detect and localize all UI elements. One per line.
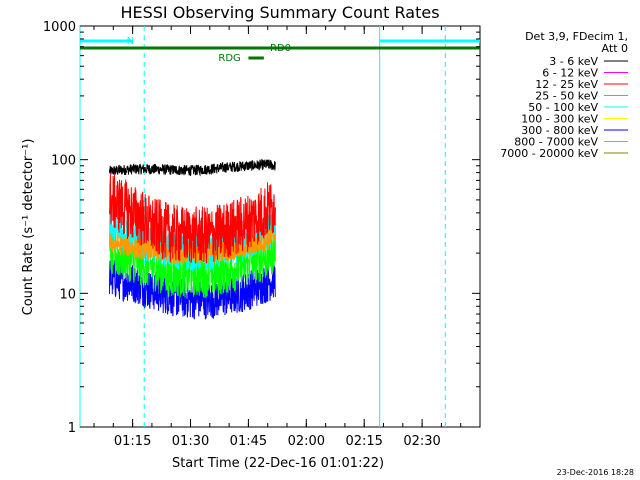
legend-label: 12 - 25 keV [535,78,598,91]
flag-label-N: N [127,36,134,47]
vertical-lines [79,26,446,427]
legend-label: 6 - 12 keV [542,67,598,80]
legend-label: 7000 - 20000 keV [500,147,598,160]
y-tick-label: 100 [51,154,76,169]
series-line-3-6-keV [109,158,276,177]
series-line-12-25-keV [109,173,276,264]
legend-label: 300 - 800 keV [521,124,598,137]
x-tick-label: 02:30 [403,434,440,449]
flag-label-RDG: RDG [218,53,240,64]
segments-group: N RD0 RDG [80,36,480,64]
legend-label: 50 - 100 keV [528,101,598,114]
y-tick-label: 10 [59,287,76,302]
x-tick-label: 01:30 [172,434,209,449]
x-tick-label: 01:15 [114,434,151,449]
x-tick-label: 02:15 [345,434,382,449]
x-tick-label: 01:45 [230,434,267,449]
flag-label-RD0: RD0 [270,43,291,54]
ticks-group: 01:15 01:30 01:45 02:00 02:15 02:30 1 10 100 1000 [43,20,481,449]
legend-header-line-2: Att 0 [602,42,628,55]
x-tick-label: 02:00 [288,434,325,449]
series-group [109,158,276,320]
legend-label: 800 - 7000 keV [514,136,598,149]
chart-title: HESSI Observing Summary Count Rates [120,3,439,22]
legend-header-line-1: Det 3,9, FDecim 1, [525,30,628,43]
series-line-300-800-keV [109,259,276,320]
legend-label: 100 - 300 keV [521,113,598,126]
footer-timestamp: 23-Dec-2016 18:28 [557,468,634,477]
y-tick-label: 1000 [43,20,76,35]
y-tick-label: 1 [68,421,76,436]
x-axis-label: Start Time (22-Dec-16 01:01:22) [172,456,384,471]
y-axis-label: Count Rate (s⁻¹ detector⁻¹) [21,139,36,316]
legend-label: 3 - 6 keV [549,55,598,68]
legend-label: 25 - 50 keV [535,90,598,103]
